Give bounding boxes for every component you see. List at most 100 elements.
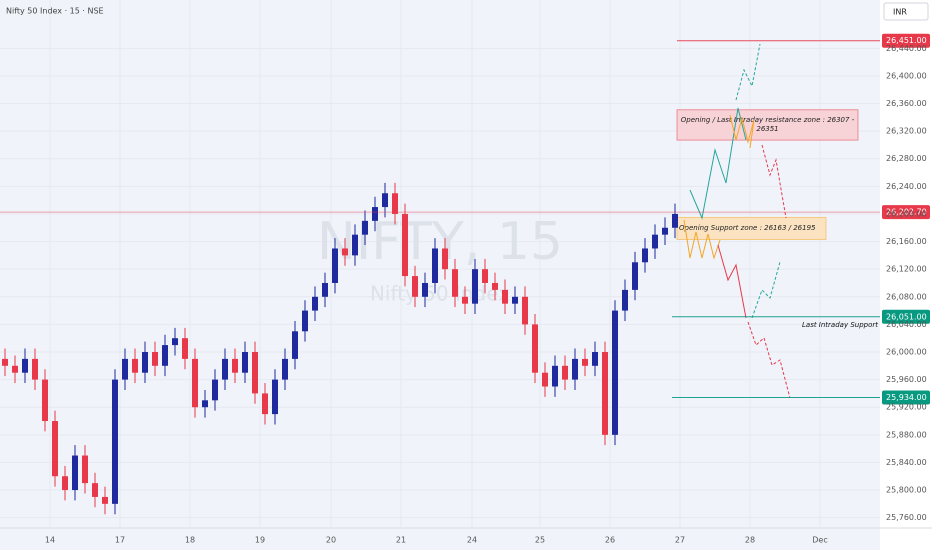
level-badge: [882, 309, 930, 324]
candle-body: [562, 365, 568, 380]
candle-body: [102, 496, 108, 504]
y-tick-label: 26,360.00: [886, 99, 927, 108]
zone: [676, 109, 859, 141]
candle-body: [462, 296, 468, 304]
y-tick-label: 25,760.00: [886, 513, 927, 522]
level-badge: [882, 205, 930, 220]
level-label: 26,202.70: [886, 208, 927, 217]
y-tick-label: 25,960.00: [886, 375, 927, 384]
candle-body: [122, 358, 128, 380]
zone-label-box: Opening / Last Intraday resistance zone …: [680, 115, 855, 133]
y-tick-label: 26,320.00: [886, 127, 927, 136]
y-tick-label: 26,440.00: [886, 44, 927, 53]
y-tick-label: 25,880.00: [886, 430, 927, 439]
zone-label-box: Opening Support zone : 26163 / 26195: [679, 224, 816, 233]
currency: INR: [893, 8, 907, 17]
candle-body: [672, 213, 678, 228]
projection-path: [735, 43, 761, 101]
candle-body: [472, 269, 478, 304]
candle-body: [322, 282, 328, 297]
x-tick-label: 28: [745, 536, 755, 545]
y-tick-label: 25,840.00: [886, 458, 927, 467]
candle-body: [62, 476, 68, 491]
candle-body: [442, 248, 448, 270]
projection-path: [761, 144, 787, 219]
candle-body: [522, 296, 528, 325]
candle-body: [422, 282, 428, 297]
candle-body: [112, 379, 118, 504]
grid: [0, 0, 880, 528]
projection-path: [729, 114, 755, 149]
projection-path: [747, 321, 791, 399]
candle-body: [572, 358, 578, 380]
candle-body: [402, 213, 408, 277]
y-tick-label: 26,400.00: [886, 71, 927, 80]
x-tick-label: 17: [115, 536, 125, 545]
candle-body: [602, 352, 608, 435]
candle-body: [502, 289, 508, 304]
y-tick-label: 26,120.00: [886, 265, 927, 274]
candle-body: [552, 365, 558, 387]
candle-body: [432, 248, 438, 283]
level-label: 26,051.00: [886, 312, 927, 321]
price-axis-bg: [880, 0, 932, 550]
candle-body: [652, 234, 658, 249]
candle-body: [512, 296, 518, 304]
candle-body: [162, 345, 168, 366]
candle-body: [92, 483, 98, 497]
projection-path: [689, 107, 747, 220]
candle-body: [222, 358, 228, 380]
x-tick-label: 19: [255, 536, 265, 545]
level-badge: [882, 33, 930, 48]
candle-body: [482, 269, 488, 283]
candle-body: [152, 352, 158, 366]
candle-body: [312, 296, 318, 311]
candle-body: [272, 379, 278, 415]
level-label: 25,934.00: [886, 393, 927, 402]
x-tick-label: 14: [45, 536, 55, 545]
x-tick-label: Dec: [812, 536, 827, 545]
candle-body: [492, 282, 498, 290]
zone-label: Opening Support zone : 26163 / 26195: [679, 224, 816, 233]
x-tick-label: 21: [396, 536, 406, 545]
axes: 25,760.00 25,800.00 25,840.00 25,880.00 25,9…: [45, 44, 927, 545]
candle-body: [372, 207, 378, 221]
y-tick-label: 26,000.00: [886, 348, 927, 357]
candle-body: [142, 352, 148, 373]
candle-body: [662, 227, 668, 235]
candle-body: [82, 455, 88, 484]
currency-box[interactable]: [883, 2, 929, 21]
projections: [683, 43, 791, 399]
y-tick-label: 25,800.00: [886, 486, 927, 495]
projection-path: [683, 219, 721, 260]
candles: [2, 182, 678, 515]
watermark: NIFTY, 15: [317, 212, 563, 272]
candle-body: [2, 358, 8, 366]
candle-body: [452, 269, 458, 297]
level-badge: [882, 390, 930, 405]
annotation: Last Intraday Support: [802, 321, 878, 329]
candle-body: [642, 248, 648, 263]
candle-body: [542, 372, 548, 387]
y-tick-label: 26,240.00: [886, 182, 927, 191]
candle-body: [182, 338, 188, 359]
levels: 26,451.00 26,202.70 26,051.00 25,934.00 Last…: [0, 33, 930, 405]
candle-body: [172, 338, 178, 346]
y-tick-label: 26,200.00: [886, 209, 927, 218]
candle-body: [242, 352, 248, 373]
candle-body: [532, 324, 538, 373]
candle-body: [232, 358, 238, 373]
candle-body: [342, 248, 348, 256]
candle-body: [252, 352, 258, 394]
candle-body: [632, 262, 638, 290]
y-tick-label: 26,080.00: [886, 292, 927, 301]
zone-label: Opening / Last Intraday resistance zone …: [680, 115, 855, 133]
candle-body: [382, 193, 388, 208]
candle-body: [72, 455, 78, 491]
chart-title: Nifty 50 Index · 15 · NSE: [6, 7, 104, 16]
x-tick-label: 25: [535, 536, 545, 545]
candle-body: [22, 358, 28, 373]
